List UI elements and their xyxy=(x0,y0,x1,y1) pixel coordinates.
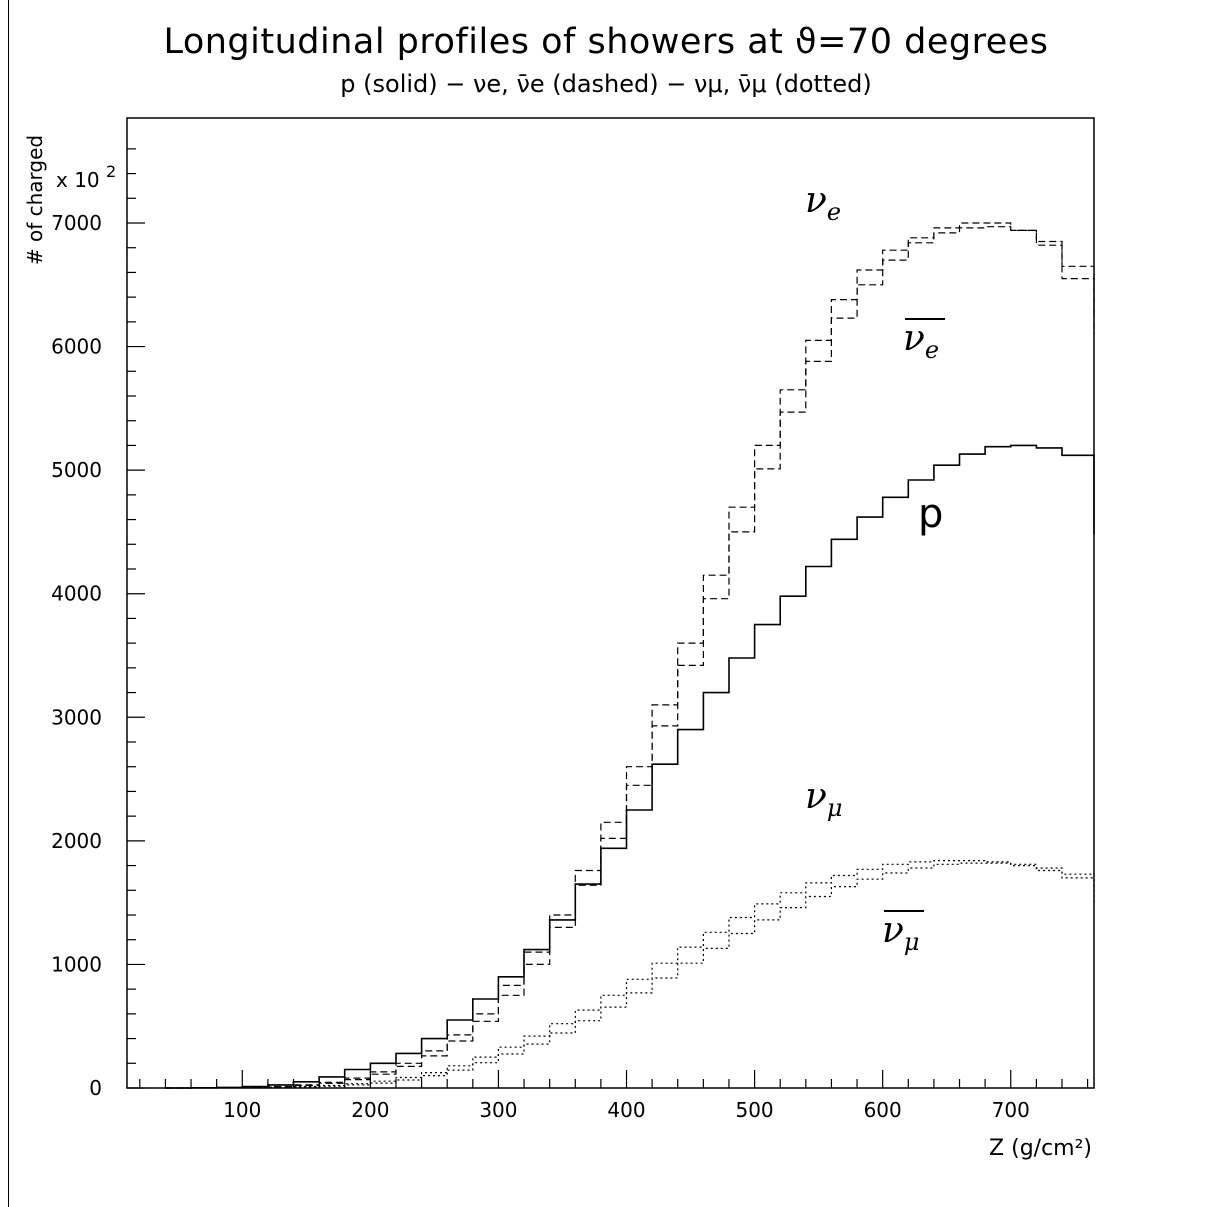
series-group xyxy=(165,222,1095,1089)
x-axis-label: Z (g/cm²) xyxy=(989,1136,1092,1161)
x-tick-label: 400 xyxy=(607,1098,645,1122)
label-anti-nu-e: νe xyxy=(903,318,939,364)
series-line-1 xyxy=(165,222,1095,1089)
label-nu-μ: νμ xyxy=(805,776,843,822)
y-tick-label: 7000 xyxy=(51,211,102,235)
y-multiplier-exp: 2 xyxy=(106,162,116,181)
left-border-line xyxy=(8,0,9,1207)
x-tick-label: 300 xyxy=(479,1098,517,1122)
axis-ticks xyxy=(127,148,1089,1089)
y-tick-label: 1000 xyxy=(51,952,102,976)
x-tick-label: 100 xyxy=(223,1098,261,1122)
y-axis-label: # of charged xyxy=(23,135,47,265)
y-tick-label: 0 xyxy=(89,1076,102,1100)
y-tick-label: 2000 xyxy=(51,829,102,853)
label-anti-nu-μ: νμ xyxy=(882,910,920,956)
series-line-4 xyxy=(165,862,1095,1089)
x-tick-label: 200 xyxy=(351,1098,389,1122)
annotation-group: νe νe p νμ νμ xyxy=(805,180,945,956)
y-tick-label: 5000 xyxy=(51,458,102,482)
label-nu-e: νe xyxy=(805,180,841,226)
chart-title: Longitudinal profiles of showers at ϑ=70… xyxy=(163,22,1049,62)
tick-labels: 100 200 300 400 500 600 7000100020003000400050… xyxy=(51,211,1030,1122)
plot-frame xyxy=(126,117,1095,1089)
y-multiplier-base: x 10 xyxy=(56,168,100,192)
y-tick-label: 6000 xyxy=(51,335,102,359)
label-p: p xyxy=(918,491,943,537)
x-tick-label: 700 xyxy=(992,1098,1030,1122)
chart-subtitle: p (solid) − νe, ν̄e (dashed) − νμ, ν̄μ (… xyxy=(340,70,872,98)
series-line-3 xyxy=(165,860,1095,1089)
series-line-2 xyxy=(165,226,1095,1089)
x-tick-label: 600 xyxy=(864,1098,902,1122)
y-multiplier: x 10 2 xyxy=(56,162,116,192)
y-tick-label: 3000 xyxy=(51,705,102,729)
y-tick-label: 4000 xyxy=(51,582,102,606)
x-tick-label: 500 xyxy=(735,1098,773,1122)
